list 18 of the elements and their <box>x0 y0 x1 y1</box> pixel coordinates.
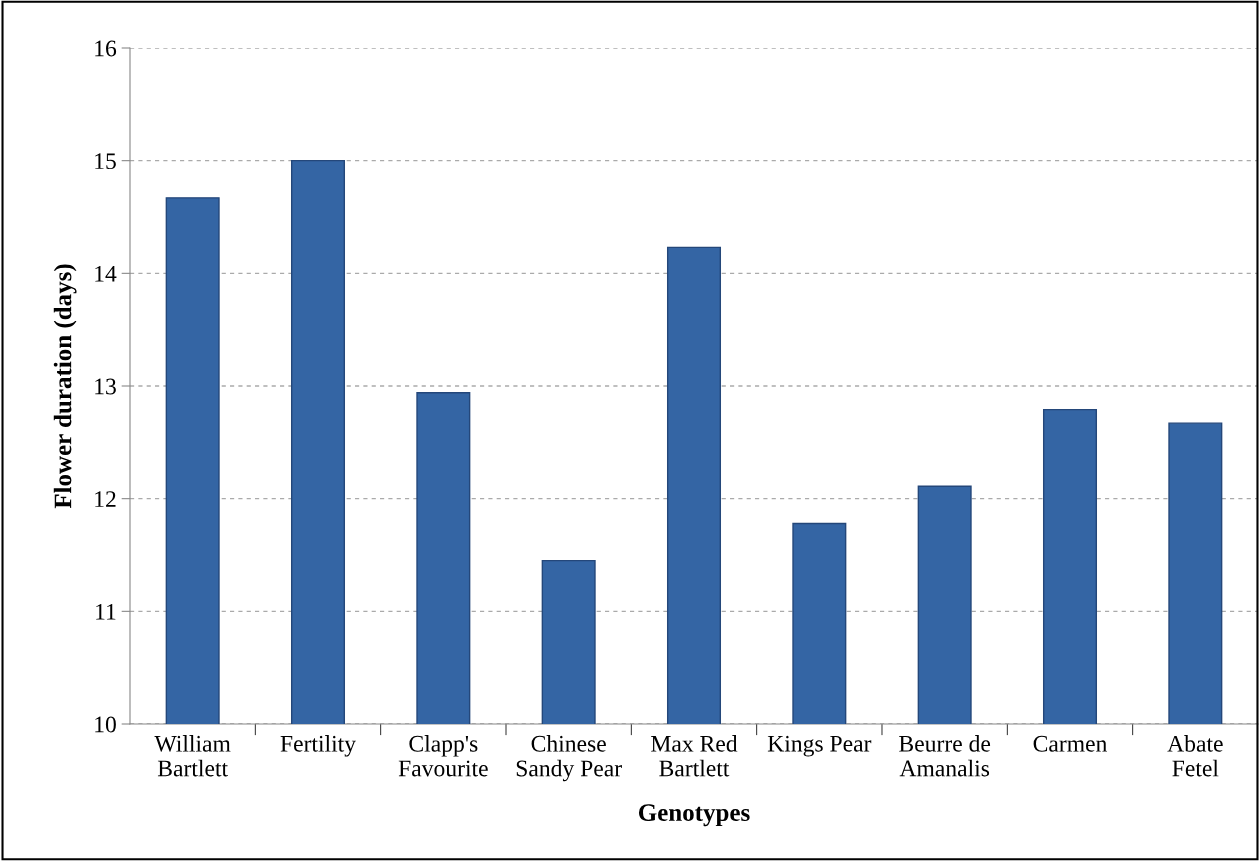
x-tick-label: Fertility <box>280 735 356 757</box>
x-tick-label: Beurre de Amanalis <box>899 735 991 777</box>
x-tick-label: Carmen <box>1033 735 1108 752</box>
x-tick-label: Clapp's Favourite <box>398 735 488 777</box>
y-tick-label: 13 <box>95 378 116 395</box>
x-axis-title: Genotypes <box>638 804 750 827</box>
x-tick-label: Max Red Bartlett <box>651 735 738 777</box>
x-tick-label: Kings Pear <box>767 735 872 757</box>
y-tick-label: 11 <box>96 603 116 620</box>
x-tick-label: William Bartlett <box>154 735 231 777</box>
y-tick-label: 16 <box>95 40 117 57</box>
y-tick-label: 15 <box>95 153 116 170</box>
x-tick-label: Chinese Sandy Pear <box>516 735 622 782</box>
y-tick-label: 10 <box>95 716 116 733</box>
x-tick-label: Abate Fetel <box>1167 735 1223 777</box>
y-axis-title: Flower duration (days) <box>53 264 77 509</box>
y-tick-label: 12 <box>95 491 116 507</box>
y-tick-label: 14 <box>95 265 117 282</box>
